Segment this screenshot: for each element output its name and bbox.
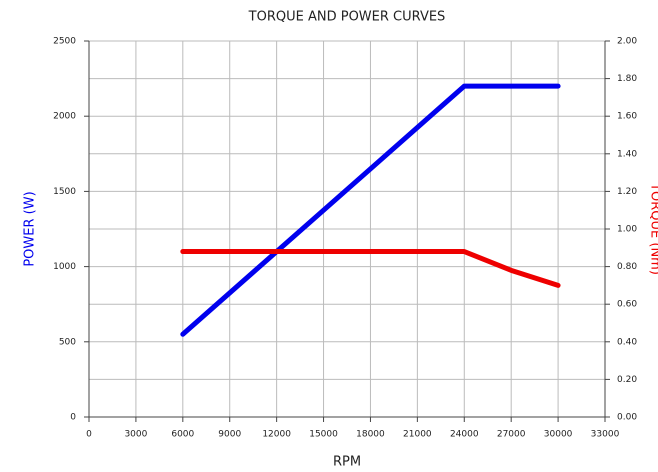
x-tick-label: 21000 (403, 430, 432, 440)
y-tick-label: 0 (70, 413, 76, 423)
y-tick-label: 1000 (53, 262, 76, 272)
y-tick-label: 2000 (53, 112, 76, 122)
y-tick-label: 2500 (53, 37, 76, 47)
x-tick-label: 18000 (356, 430, 385, 440)
x-tick-label: 9000 (218, 430, 241, 440)
y2-tick-label: 1.00 (617, 225, 637, 235)
series-line (180, 249, 561, 288)
x-tick-label: 24000 (450, 430, 479, 440)
y2-tick-label: 0.60 (617, 300, 637, 310)
y2-tick-label: 1.80 (617, 74, 637, 84)
y2-tick-label: 0.40 (617, 337, 637, 347)
y2-tick-label: 0.20 (617, 375, 637, 385)
x-tick-label: 12000 (262, 430, 291, 440)
y-tick-label: 500 (59, 337, 76, 347)
y2-tick-label: 2.00 (617, 37, 637, 47)
x-tick-label: 15000 (309, 430, 338, 440)
x-tick-label: 3000 (124, 430, 147, 440)
y2-tick-label: 1.40 (617, 149, 637, 159)
y2-axis-label: TORQUE (Nm) (648, 182, 658, 275)
x-axis-label: RPM (333, 455, 361, 470)
x-tick-label: 6000 (171, 430, 194, 440)
x-tick-label: 27000 (497, 430, 526, 440)
y2-tick-label: 0.80 (617, 262, 637, 272)
chart-title: TORQUE AND POWER CURVES (248, 10, 446, 25)
x-tick-label: 0 (86, 430, 92, 440)
x-tick-label: 30000 (544, 430, 573, 440)
y-tick-label: 1500 (53, 187, 76, 197)
x-tick-label: 33000 (591, 430, 620, 440)
y2-tick-label: 0.00 (617, 413, 637, 423)
y2-tick-label: 1.20 (617, 187, 637, 197)
y2-tick-label: 1.60 (617, 112, 637, 122)
y-axis-label: POWER (W) (23, 191, 38, 266)
